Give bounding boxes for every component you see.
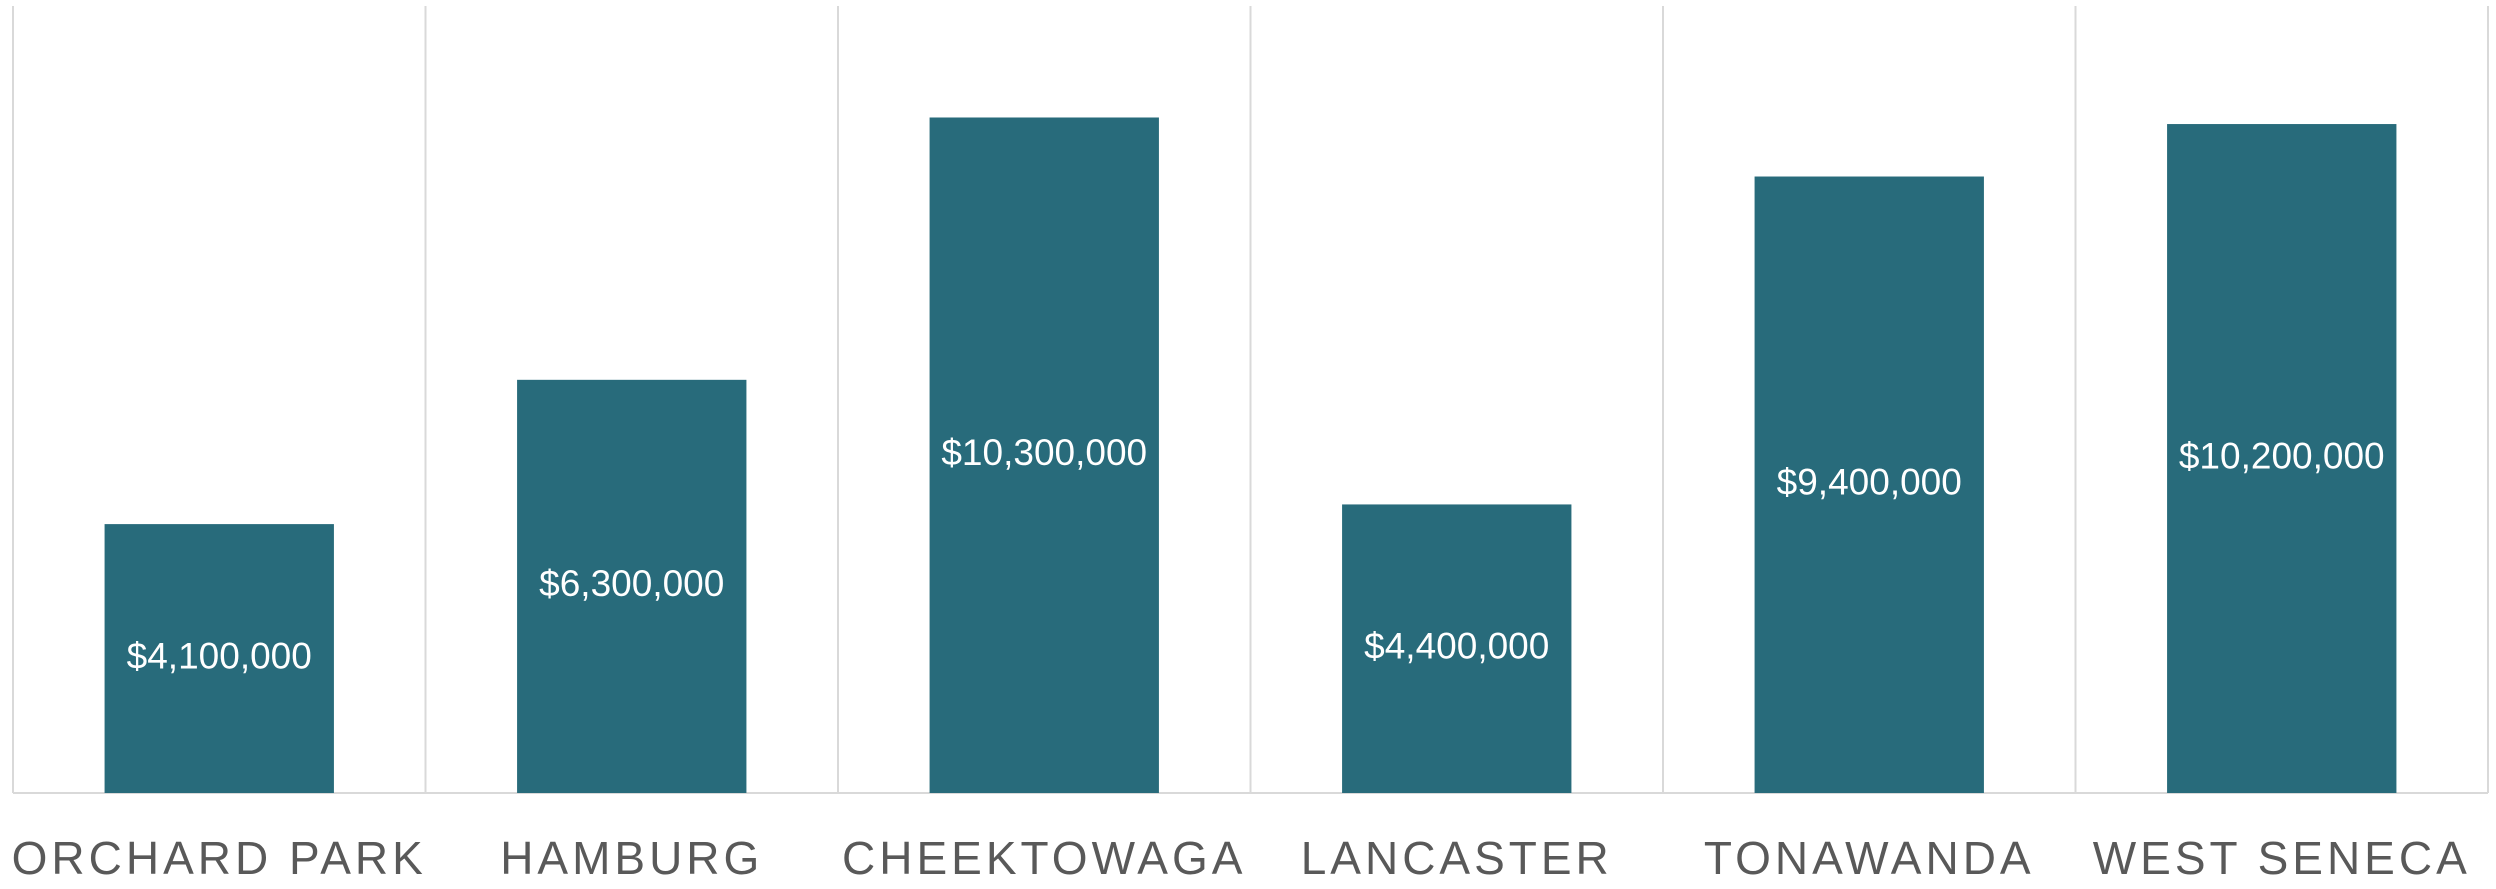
- data-label: $9,400,000: [1777, 462, 1962, 503]
- data-label: $10,300,000: [941, 432, 1147, 473]
- x-tick-label: WEST SENECA: [2093, 832, 2471, 884]
- bar: [517, 379, 747, 793]
- x-tick-label: TONAWANDA: [1704, 832, 2035, 884]
- x-tick-label: ORCHARD PARK: [12, 832, 427, 884]
- x-tick-label: LANCASTER: [1301, 832, 1613, 884]
- bar: [2167, 124, 2397, 794]
- data-label: $6,300,000: [539, 563, 724, 604]
- bar: [929, 117, 1159, 793]
- data-label: $4,100,000: [127, 635, 312, 676]
- data-label: $4,400,000: [1364, 625, 1549, 666]
- bar: [1754, 176, 1984, 793]
- bar: [104, 524, 334, 793]
- x-tick-label: HAMBURG: [500, 832, 763, 884]
- data-label: $10,200,000: [2179, 435, 2385, 476]
- x-tick-label: CHEEKTOWAGA: [842, 832, 1246, 884]
- bar: [1342, 504, 1572, 793]
